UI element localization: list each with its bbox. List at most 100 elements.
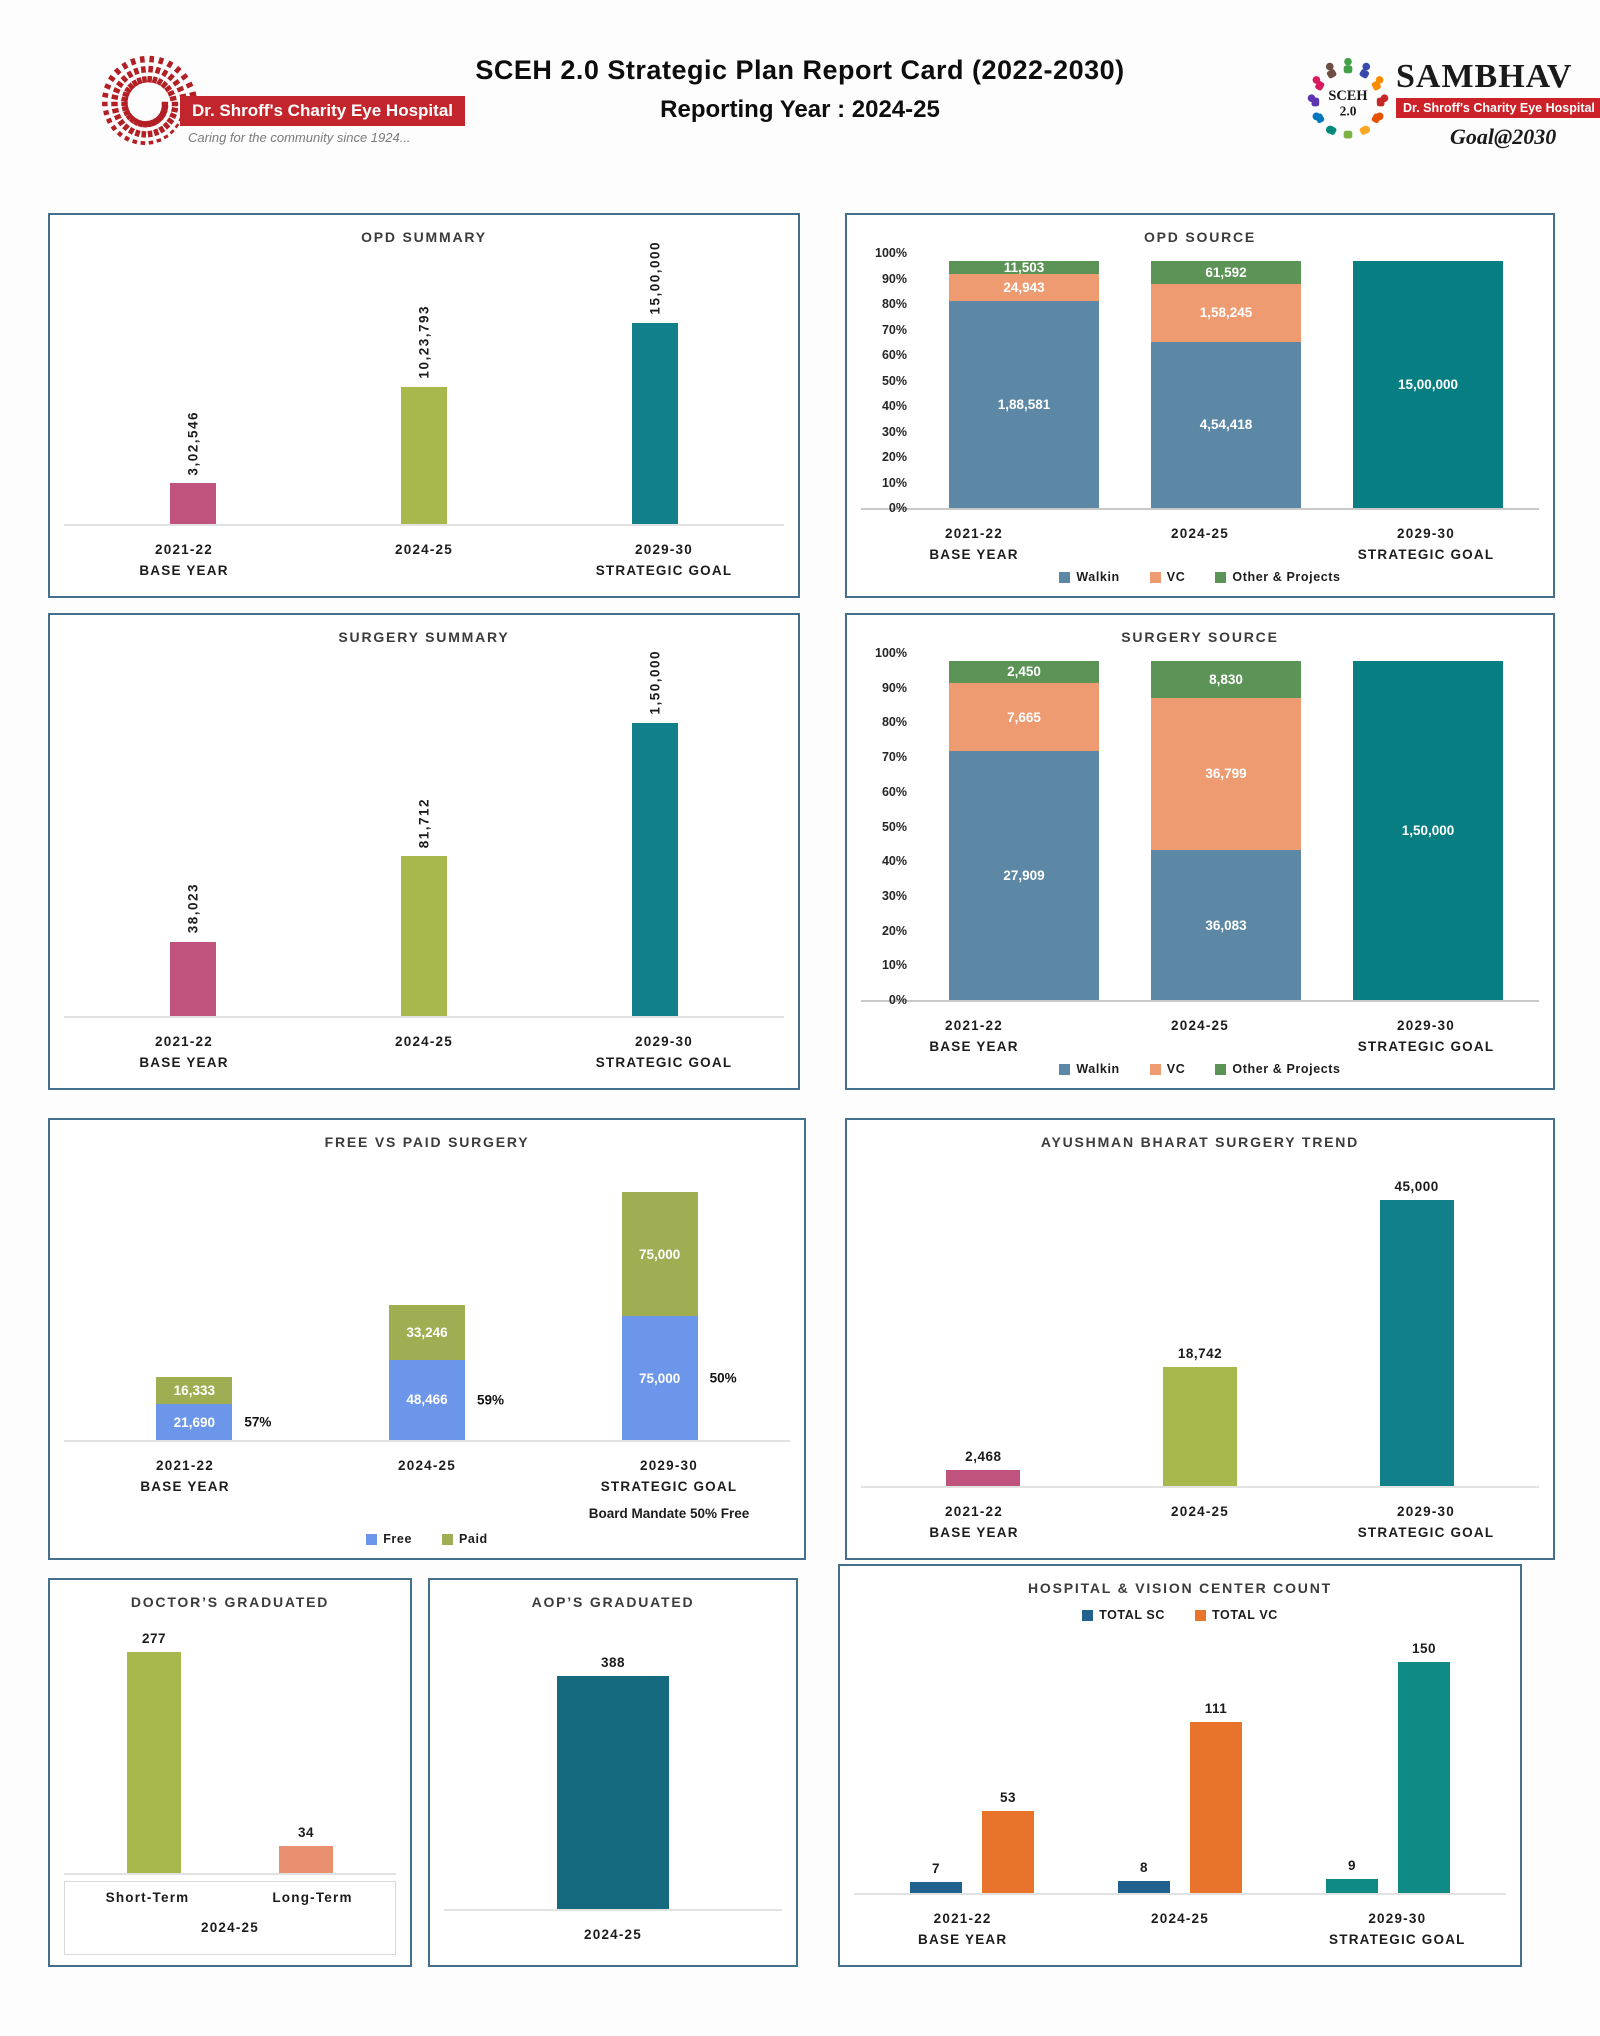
x-axis-label-line: 2029-30 xyxy=(640,1458,698,1473)
legend-label: Walkin xyxy=(1076,1062,1120,1076)
sambhav-logo: SCEH 2.0 SAMBHAV Dr. Shroff's Charity Eye… xyxy=(1300,52,1600,167)
x-axis-label: 2024-25 xyxy=(1171,524,1229,545)
bar: 18,742 xyxy=(1163,1346,1237,1486)
legend-label: Paid xyxy=(459,1532,488,1546)
bar-top-label: 18,742 xyxy=(1177,1345,1223,1361)
bar: 3,02,546 xyxy=(170,411,217,524)
bar-value-label: 75,000 xyxy=(639,1246,681,1262)
bar-value-label: 24,943 xyxy=(1003,279,1045,295)
plot-inner: 277 34 xyxy=(78,1631,382,1873)
x-axis-label-line: 2029-30 xyxy=(1397,526,1455,541)
x-axis-label-line: 2024-25 xyxy=(1151,1911,1209,1926)
bar: 4,54,418 1,58,245 61,592 xyxy=(1151,261,1301,508)
sambhav-band: Dr. Shroff's Charity Eye Hospital xyxy=(1396,98,1600,118)
chart-body: 27,909 7,665 2,450 36,083 36,799 8,830 1,50,00… xyxy=(861,646,1539,1078)
chart-body: 21,690 16,333 57% 48,466 33,246 59% 75,000 75,0… xyxy=(64,1158,790,1548)
legend-item: Free xyxy=(366,1532,412,1546)
sambhav-goal: Goal@2030 xyxy=(1450,124,1557,149)
sunburst-logo-icon xyxy=(102,54,199,146)
x-axis-label: 2021-22 BASE YEAR xyxy=(140,1456,229,1498)
bar-top-label: 3,02,546 xyxy=(185,410,201,476)
plot-area: 21,690 16,333 57% 48,466 33,246 59% 75,000 75,0… xyxy=(64,1158,790,1442)
report-title: SCEH 2.0 Strategic Plan Report Card (202… xyxy=(450,55,1150,124)
x-axis-label: 2021-22 BASE YEAR xyxy=(929,1016,1018,1058)
bar-segment xyxy=(909,1882,962,1893)
bar-segment xyxy=(1326,1879,1378,1893)
bar: 111 xyxy=(1190,1701,1242,1893)
y-axis-tick: 90% xyxy=(881,271,907,286)
plot-area: 3,02,546 10,23,793 15,00,000 xyxy=(64,241,784,526)
y-axis-tick: 60% xyxy=(881,784,907,799)
bar-value-label: 48,466 xyxy=(406,1392,448,1408)
x-axis-label: 2024-25 xyxy=(1151,1909,1209,1930)
bar-segment xyxy=(946,1470,1021,1486)
x-axis-label-line: BASE YEAR xyxy=(139,562,229,578)
legend-label: VC xyxy=(1166,1062,1186,1076)
bar: 2,468 xyxy=(946,1449,1021,1486)
x-axis-labels: 2021-22 BASE YEAR 2024-25 2029-30 STRATEGIC … xyxy=(861,1496,1539,1548)
bar-top-label: 45,000 xyxy=(1394,1179,1439,1194)
x-axis-label-line: Short-Term xyxy=(105,1890,190,1905)
bar-segment: 1,50,000 xyxy=(1353,661,1503,1000)
bar: 21,690 16,333 57% xyxy=(156,1377,271,1440)
x-axis-label-line: STRATEGIC GOAL xyxy=(1329,1931,1466,1947)
legend-swatch-icon xyxy=(1215,1063,1227,1075)
chart-body: 388 2024-25 xyxy=(444,1618,782,1955)
x-axis-label: 2024-25 xyxy=(584,1925,642,1946)
chart-legend: Walkin VC Other & Projects xyxy=(861,1062,1539,1076)
x-axis-label-line: 2021-22 xyxy=(945,526,1003,541)
x-axis-label: 2029-30 STRATEGIC GOAL xyxy=(596,540,733,582)
x-axis-label-line: BASE YEAR xyxy=(917,1931,1008,1947)
bar-top-label: 277 xyxy=(141,1631,167,1646)
legend-swatch-icon xyxy=(1149,571,1161,583)
x-axis-label-line: Long-Term xyxy=(272,1890,353,1905)
plot-inner: 1,88,581 24,943 11,503 4,54,418 1,58,245 61,5… xyxy=(923,260,1529,508)
x-axis-label: 2029-30 STRATEGIC GOAL xyxy=(1358,524,1495,566)
x-axis-label-line: 2024-25 xyxy=(1171,526,1229,541)
bar-segment: 75,000 xyxy=(621,1316,698,1440)
bar: 45,000 xyxy=(1379,1179,1454,1486)
bar-top-label: 38,023 xyxy=(185,883,201,934)
bar-segment xyxy=(401,386,447,524)
x-axis-label-line: 2029-30 xyxy=(635,1034,693,1049)
chart-body: 38,023 81,712 1,50,000 2021-22 BASE YEAR 2024… xyxy=(64,650,784,1078)
legend-item: TOTAL VC xyxy=(1195,1608,1278,1622)
bar: 36,083 36,799 8,830 xyxy=(1151,661,1301,1000)
bar-side-label: 57% xyxy=(244,1414,272,1430)
bar: 1,50,000 xyxy=(631,650,678,1016)
bar: 15,00,000 xyxy=(631,241,678,524)
bar-value-label: 61,592 xyxy=(1205,264,1247,280)
bar-segment xyxy=(631,723,678,1016)
bar-segment xyxy=(1163,1366,1237,1486)
x-axis-label: 2024-25 xyxy=(398,1456,456,1477)
bar-segment: 33,246 xyxy=(389,1304,465,1360)
bar-value-label: 36,083 xyxy=(1205,917,1247,933)
x-axis-label-line: 2021-22 xyxy=(156,1458,214,1473)
chart-title: OPD SOURCE xyxy=(1143,229,1257,245)
legend-label: Free xyxy=(383,1532,412,1546)
y-axis-tick: 70% xyxy=(881,750,907,765)
plot-area: 27,909 7,665 2,450 36,083 36,799 8,830 1,50,00… xyxy=(861,646,1539,1007)
bar-top-label: 81,712 xyxy=(416,798,432,849)
x-axis-label: 2021-22 BASE YEAR xyxy=(139,1032,228,1074)
chart-title: AYUSHMAN BHARAT SURGERY TREND xyxy=(1040,1134,1360,1150)
x-axis-label-line: 2029-30 xyxy=(1397,1504,1455,1519)
x-axis-label-line: 2024-25 xyxy=(584,1927,642,1942)
hospital-logo: Dr. Shroff's Charity Eye Hospital Caring… xyxy=(92,44,465,174)
x-axis-label: 2024-25 xyxy=(1171,1016,1229,1037)
hospital-name: Dr. Shroff's Charity Eye Hospital xyxy=(180,96,465,126)
y-axis-tick: 80% xyxy=(881,297,907,311)
legend-label: Walkin xyxy=(1076,570,1120,584)
bar-value-label: 2,450 xyxy=(1007,664,1041,680)
bar: 10,23,793 xyxy=(401,305,447,524)
bar: 48,466 33,246 59% xyxy=(389,1304,504,1440)
chart-title: SURGERY SOURCE xyxy=(1121,629,1279,645)
plot-area: 2,468 18,742 45,000 xyxy=(861,1158,1539,1488)
svg-text:SCEH: SCEH xyxy=(1328,88,1367,104)
y-axis-tick: 100% xyxy=(875,646,907,660)
sambhav-brand: SAMBHAV xyxy=(1396,58,1573,95)
plot-area: 7 53 8 111 9 150 xyxy=(854,1624,1506,1895)
chart-body: 277 34 Short-Term Long-Term 2024-25 xyxy=(64,1618,396,1955)
bar-top-label: 1,50,000 xyxy=(647,650,663,715)
